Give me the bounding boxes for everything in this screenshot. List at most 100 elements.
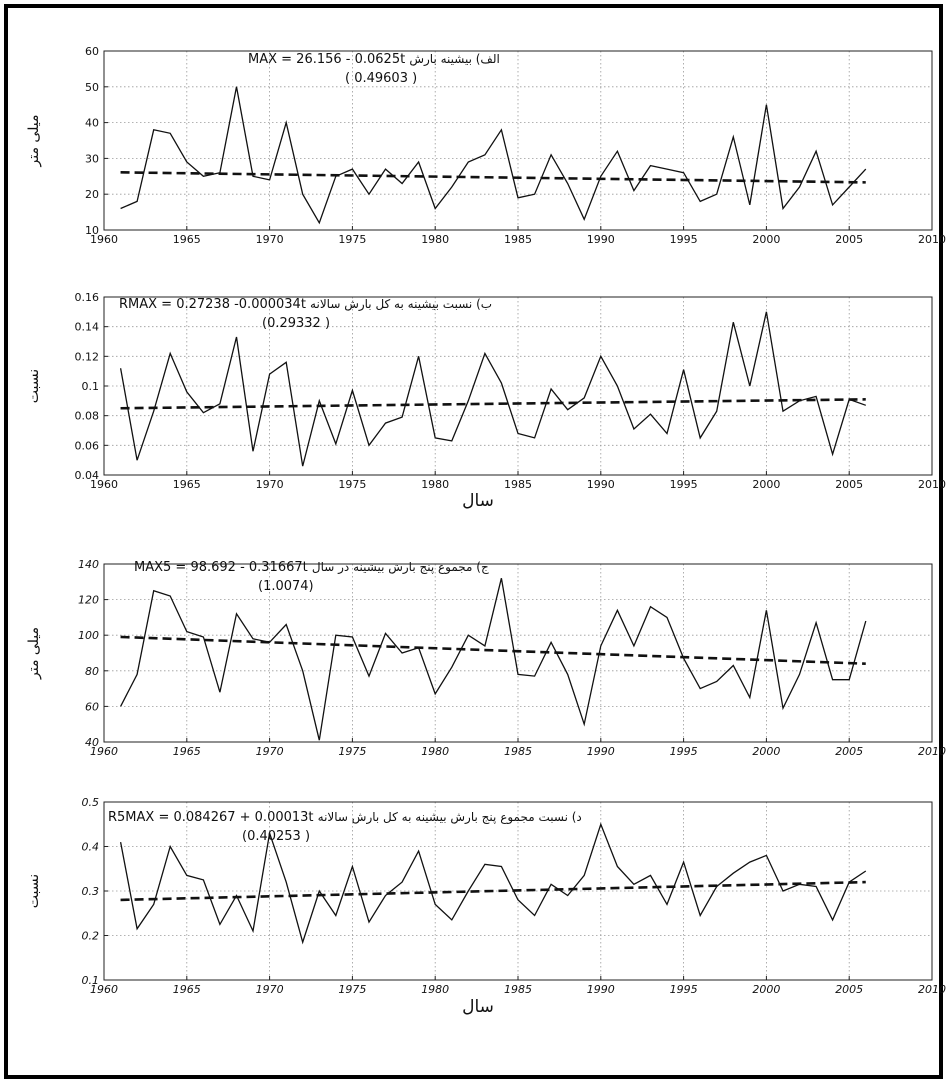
y-axis-label: میلی متر: [26, 627, 42, 680]
y-tick-label: 100: [78, 629, 99, 642]
x-tick-label: 1970: [256, 233, 284, 246]
equation-label: R5MAX = 0.084267 + 0.00013t د) نسبت مجمو…: [108, 810, 582, 825]
x-tick-label: 1965: [173, 233, 201, 246]
y-tick-label: 0.4: [82, 841, 100, 854]
equation-label: MAX = 26.156 - 0.0625t الف) بیشینه بارش: [248, 52, 500, 67]
y-tick-label: 0.16: [75, 291, 100, 304]
x-tick-label: 2005: [835, 478, 863, 491]
x-tick-label: 1995: [670, 478, 698, 491]
x-tick-label: 2010: [918, 233, 946, 246]
x-tick-label: 1975: [338, 478, 366, 491]
y-tick-label: 0.12: [75, 350, 100, 363]
x-tick-label: 2000: [752, 478, 780, 491]
y-tick-label: 0.06: [75, 439, 100, 452]
x-tick-label: 1960: [90, 983, 118, 996]
y-tick-label: 10: [85, 224, 99, 237]
x-tick-label: 1995: [670, 233, 698, 246]
equation-label: RMAX = 0.27238 -0.000034t ب) نسبت بیشینه…: [119, 297, 492, 312]
equation-note: (1.0074): [258, 579, 314, 594]
y-axis-label: نسبت: [26, 874, 42, 908]
y-tick-label: 140: [78, 558, 99, 571]
x-tick-label: 1995: [670, 983, 698, 996]
y-tick-label: 60: [85, 45, 99, 58]
y-tick-label: 0.14: [75, 321, 100, 334]
equation-note: (0.40253 ): [242, 829, 310, 844]
x-tick-label: 1980: [421, 233, 449, 246]
x-tick-label: 2010: [918, 983, 946, 996]
equation-caption: د) نسبت مجموع پنج بارش بیشینه به کل بارش…: [318, 810, 582, 825]
x-tick-label: 1965: [173, 745, 201, 758]
x-tick-label: 1975: [338, 233, 366, 246]
x-tick-label: 1965: [173, 983, 201, 996]
y-tick-label: 50: [85, 81, 99, 94]
equation-label: MAX5 = 98.692 - 0.31667t ج) مجموع پنج با…: [134, 560, 489, 575]
x-tick-label: 1980: [421, 983, 449, 996]
data-series-line: [120, 578, 867, 741]
x-tick-label: 1985: [504, 745, 532, 758]
x-tick-label: 1980: [421, 745, 449, 758]
y-tick-label: 0.08: [75, 410, 100, 423]
trend-line: [120, 398, 866, 410]
data-series-line: [120, 86, 867, 225]
equation-note: ( 0.49603 ): [345, 71, 417, 86]
x-tick-label: 1990: [587, 478, 615, 491]
x-tick-label: 2010: [918, 745, 946, 758]
y-tick-label: 0.1: [82, 974, 100, 987]
x-tick-label: 1960: [90, 233, 118, 246]
trend-line: [120, 171, 866, 184]
x-tick-label: 1980: [421, 478, 449, 491]
x-tick-label: 1985: [504, 478, 532, 491]
y-tick-label: 20: [85, 188, 99, 201]
equation-formula: MAX = 26.156 - 0.0625t: [248, 52, 409, 67]
x-tick-label: 2000: [752, 745, 780, 758]
x-tick-label: 1965: [173, 478, 201, 491]
y-tick-label: 40: [85, 736, 99, 749]
equation-caption: ب) نسبت بیشینه به کل بارش سالانه: [310, 297, 492, 312]
equation-note: (0.29332 ): [262, 316, 330, 331]
x-axis-label: سال: [462, 997, 494, 1017]
equation-caption: الف) بیشینه بارش: [409, 52, 500, 67]
y-tick-label: 0.04: [75, 469, 100, 482]
trend-line: [120, 635, 866, 665]
y-tick-label: 0.1: [82, 380, 100, 393]
y-tick-label: 60: [85, 700, 99, 713]
y-tick-label: 120: [78, 594, 99, 607]
x-tick-label: 1970: [256, 983, 284, 996]
x-tick-label: 2000: [752, 233, 780, 246]
x-tick-label: 1995: [670, 745, 698, 758]
x-axis-label: سال: [462, 491, 494, 511]
x-tick-label: 1990: [587, 745, 615, 758]
y-tick-label: 0.5: [82, 796, 100, 809]
y-tick-label: 0.2: [82, 930, 100, 943]
equation-caption: ج) مجموع پنج بارش بیشینه در سال: [312, 560, 489, 575]
x-tick-label: 1990: [587, 983, 615, 996]
y-tick-label: 80: [85, 665, 99, 678]
y-tick-label: 0.3: [82, 885, 100, 898]
y-tick-label: 40: [85, 117, 99, 130]
x-tick-label: 1990: [587, 233, 615, 246]
x-tick-label: 2005: [835, 233, 863, 246]
equation-formula: R5MAX = 0.084267 + 0.00013t: [108, 810, 318, 825]
equation-formula: MAX5 = 98.692 - 0.31667t: [134, 560, 312, 575]
y-axis-label: میلی متر: [26, 115, 42, 168]
trend-line: [120, 880, 866, 902]
x-tick-label: 2005: [835, 745, 863, 758]
x-tick-label: 1985: [504, 233, 532, 246]
x-tick-label: 1970: [256, 478, 284, 491]
x-tick-label: 1975: [338, 745, 366, 758]
y-axis-label: نسبت: [26, 369, 42, 403]
x-tick-label: 1960: [90, 745, 118, 758]
data-series-line: [119, 311, 867, 467]
x-tick-label: 2000: [752, 983, 780, 996]
figure-frame: [4, 4, 943, 1079]
y-tick-label: 30: [85, 152, 99, 165]
data-series-line: [119, 822, 867, 945]
x-tick-label: 1985: [504, 983, 532, 996]
x-tick-label: 2005: [835, 983, 863, 996]
x-tick-label: 1975: [338, 983, 366, 996]
x-tick-label: 1970: [256, 745, 284, 758]
equation-formula: RMAX = 0.27238 -0.000034t: [119, 297, 310, 312]
x-tick-label: 1960: [90, 478, 118, 491]
x-tick-label: 2010: [918, 478, 946, 491]
